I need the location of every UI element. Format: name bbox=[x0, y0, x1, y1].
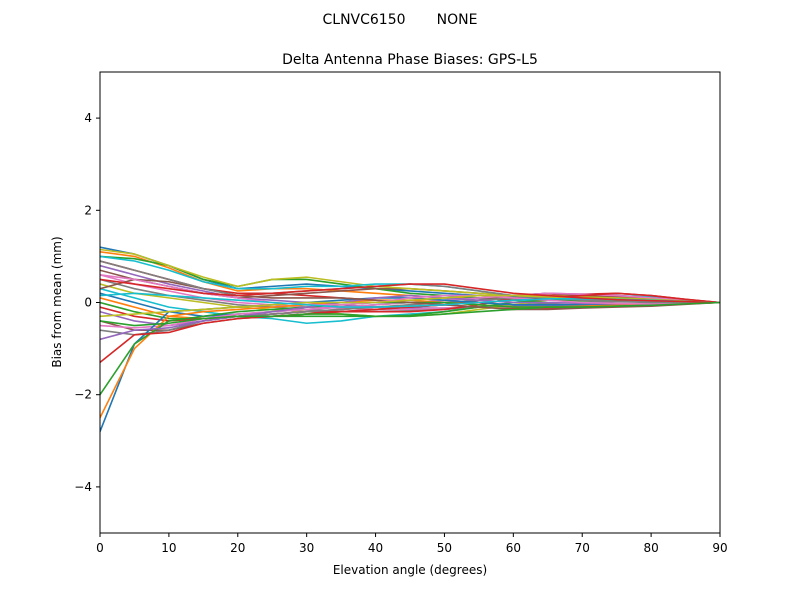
y-tick-label: 4 bbox=[84, 111, 92, 125]
x-axis-label: Elevation angle (degrees) bbox=[333, 563, 487, 577]
x-tick-label: 20 bbox=[230, 541, 245, 555]
y-tick-label: −4 bbox=[74, 480, 92, 494]
y-tick-label: 0 bbox=[84, 296, 92, 310]
x-tick-label: 70 bbox=[575, 541, 590, 555]
y-tick-label: 2 bbox=[84, 203, 92, 217]
x-tick-label: 0 bbox=[96, 541, 104, 555]
series-group bbox=[100, 246, 720, 433]
y-axis-label: Bias from mean (mm) bbox=[50, 236, 64, 367]
y-axis: −4 −2 0 2 4 bbox=[74, 111, 100, 494]
series-line-32 bbox=[100, 301, 720, 327]
x-tick-label: 90 bbox=[712, 541, 727, 555]
series-line-24 bbox=[100, 292, 720, 364]
x-tick-label: 60 bbox=[506, 541, 521, 555]
chart-title: Delta Antenna Phase Biases: GPS-L5 bbox=[282, 52, 538, 68]
x-tick-label: 30 bbox=[299, 541, 314, 555]
y-tick-label: −2 bbox=[74, 388, 92, 402]
figure-suptitle: CLNVC6150 NONE bbox=[323, 12, 478, 28]
series-line-31 bbox=[100, 278, 720, 304]
x-tick-label: 40 bbox=[368, 541, 383, 555]
x-tick-label: 10 bbox=[161, 541, 176, 555]
x-axis: 0 10 20 30 40 50 60 70 80 90 bbox=[96, 533, 728, 555]
x-tick-label: 80 bbox=[643, 541, 658, 555]
series-line-19 bbox=[100, 248, 720, 304]
x-tick-label: 50 bbox=[437, 541, 452, 555]
